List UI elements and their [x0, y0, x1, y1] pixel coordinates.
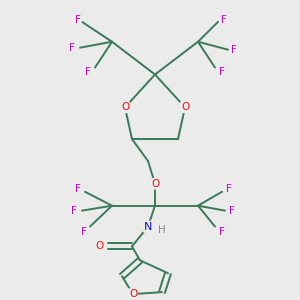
Text: F: F	[229, 206, 235, 216]
Text: F: F	[71, 206, 77, 216]
Text: F: F	[75, 15, 81, 25]
Text: F: F	[221, 15, 227, 25]
Text: O: O	[121, 102, 129, 112]
Text: F: F	[226, 184, 232, 194]
Text: O: O	[181, 102, 189, 112]
Text: O: O	[129, 289, 137, 299]
Text: O: O	[151, 179, 159, 189]
Text: O: O	[96, 242, 104, 251]
Text: F: F	[231, 45, 237, 55]
Text: H: H	[158, 224, 166, 235]
Text: F: F	[219, 67, 225, 76]
Text: F: F	[69, 43, 75, 53]
Text: F: F	[75, 184, 81, 194]
Text: F: F	[85, 67, 91, 76]
Text: F: F	[81, 226, 87, 236]
Text: N: N	[144, 221, 152, 232]
Text: F: F	[219, 226, 225, 236]
